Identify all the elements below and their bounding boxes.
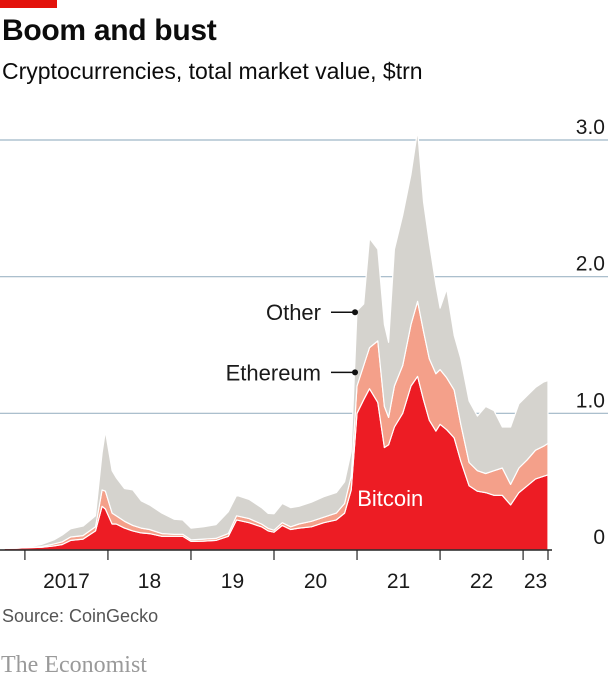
annotation-bitcoin: Bitcoin xyxy=(357,486,423,511)
x-tick-label: 18 xyxy=(138,570,161,593)
chart-subtitle: Cryptocurrencies, total market value, $t… xyxy=(2,58,423,84)
stacked-areas xyxy=(3,129,549,551)
y-tick-label: 1.0 xyxy=(576,389,605,412)
x-tick-label: 2017 xyxy=(43,570,90,593)
x-axis-tick-labels: 2017 18 19 20 21 22 23 xyxy=(43,570,547,593)
y-tick-label: 0 xyxy=(593,526,605,549)
x-tick-label: 23 xyxy=(524,570,547,593)
brand-red-tab xyxy=(0,0,57,8)
chart-title: Boom and bust xyxy=(2,14,217,47)
y-axis-tick-labels: 0 1.0 2.0 3.0 xyxy=(576,116,605,549)
gridlines xyxy=(0,139,608,414)
annotation-ethereum: Ethereum xyxy=(226,360,321,385)
y-tick-label: 2.0 xyxy=(576,253,605,276)
x-tick-label: 22 xyxy=(470,570,493,593)
x-tick-label: 20 xyxy=(304,570,327,593)
area-other xyxy=(3,129,549,549)
x-tick-label: 21 xyxy=(387,570,410,593)
source-note: Source: CoinGecko xyxy=(2,606,159,626)
annotation-ethereum-dot xyxy=(352,369,359,376)
y-tick-label: 3.0 xyxy=(576,116,605,139)
annotation-other-dot xyxy=(352,309,359,316)
series-annotations: Other Ethereum Bitcoin xyxy=(226,300,424,511)
x-axis xyxy=(0,549,552,560)
annotation-other: Other xyxy=(266,300,321,325)
x-tick-label: 19 xyxy=(221,570,244,593)
economist-logo: The Economist xyxy=(1,652,147,678)
